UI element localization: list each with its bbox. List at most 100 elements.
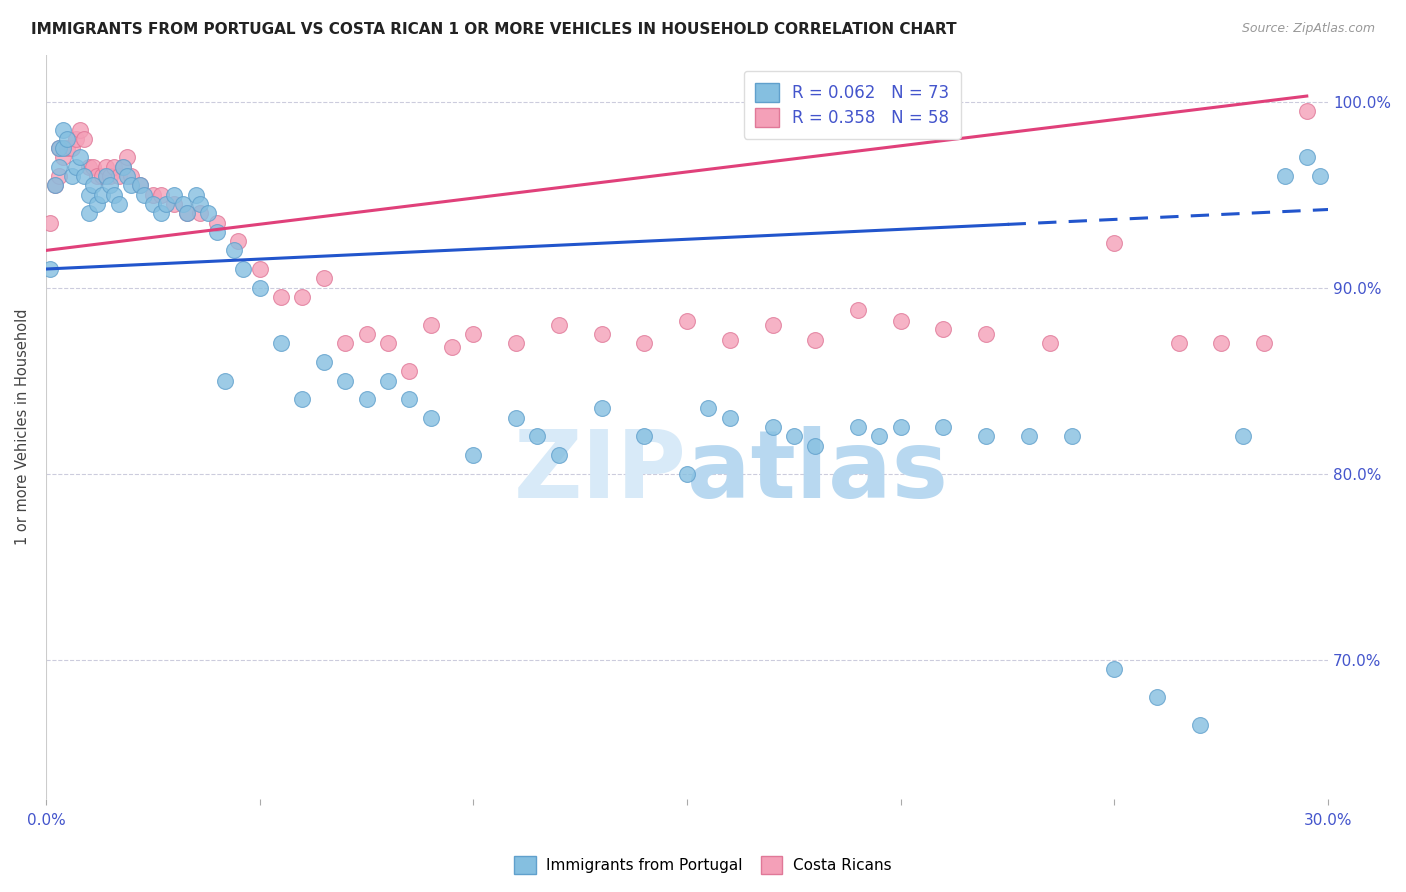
Point	[783, 429, 806, 443]
Point	[463, 327, 485, 342]
Point	[291, 290, 314, 304]
Point	[377, 336, 399, 351]
Point	[1146, 690, 1168, 704]
Point	[94, 169, 117, 183]
Text: IMMIGRANTS FROM PORTUGAL VS COSTA RICAN 1 OR MORE VEHICLES IN HOUSEHOLD CORRELAT: IMMIGRANTS FROM PORTUGAL VS COSTA RICAN …	[31, 22, 956, 37]
Point	[932, 321, 955, 335]
Text: atlas: atlas	[688, 425, 948, 517]
Point	[65, 132, 87, 146]
Point	[505, 410, 527, 425]
Point	[52, 150, 75, 164]
Point	[44, 178, 66, 193]
Point	[1211, 336, 1233, 351]
Point	[846, 302, 869, 317]
Point	[633, 336, 655, 351]
Text: Source: ZipAtlas.com: Source: ZipAtlas.com	[1241, 22, 1375, 36]
Point	[697, 401, 720, 416]
Point	[48, 169, 70, 183]
Point	[974, 327, 997, 342]
Point	[77, 206, 100, 220]
Point	[249, 262, 271, 277]
Legend: Immigrants from Portugal, Costa Ricans: Immigrants from Portugal, Costa Ricans	[508, 850, 898, 880]
Point	[547, 448, 569, 462]
Point	[115, 169, 138, 183]
Point	[1018, 429, 1040, 443]
Point	[804, 333, 827, 347]
Legend: R = 0.062   N = 73, R = 0.358   N = 58: R = 0.062 N = 73, R = 0.358 N = 58	[744, 70, 960, 138]
Point	[1060, 429, 1083, 443]
Point	[39, 262, 62, 277]
Point	[129, 178, 152, 193]
Point	[120, 178, 142, 193]
Point	[419, 318, 441, 332]
Point	[48, 141, 70, 155]
Point	[163, 187, 186, 202]
Point	[932, 420, 955, 434]
Point	[463, 448, 485, 462]
Point	[270, 290, 292, 304]
Point	[69, 122, 91, 136]
Point	[1188, 717, 1211, 731]
Point	[312, 271, 335, 285]
Point	[804, 439, 827, 453]
Point	[176, 206, 198, 220]
Point	[65, 160, 87, 174]
Point	[111, 160, 134, 174]
Point	[591, 327, 613, 342]
Point	[377, 374, 399, 388]
Point	[90, 169, 112, 183]
Point	[60, 141, 83, 155]
Point	[115, 150, 138, 164]
Point	[868, 429, 890, 443]
Point	[505, 336, 527, 351]
Point	[69, 150, 91, 164]
Point	[356, 327, 378, 342]
Point	[398, 392, 420, 407]
Point	[214, 374, 236, 388]
Point	[107, 169, 129, 183]
Point	[90, 187, 112, 202]
Point	[1295, 150, 1317, 164]
Point	[188, 206, 211, 220]
Point	[890, 314, 912, 328]
Point	[98, 178, 121, 193]
Point	[56, 132, 79, 146]
Text: ZIP: ZIP	[515, 425, 688, 517]
Point	[205, 225, 228, 239]
Point	[356, 392, 378, 407]
Point	[312, 355, 335, 369]
Point	[222, 244, 245, 258]
Point	[82, 160, 104, 174]
Point	[142, 187, 165, 202]
Point	[98, 169, 121, 183]
Point	[77, 187, 100, 202]
Point	[52, 122, 75, 136]
Point	[270, 336, 292, 351]
Point	[163, 197, 186, 211]
Point	[120, 169, 142, 183]
Point	[129, 178, 152, 193]
Point	[1295, 103, 1317, 118]
Point	[150, 187, 173, 202]
Point	[60, 169, 83, 183]
Point	[103, 160, 125, 174]
Point	[398, 364, 420, 378]
Point	[150, 206, 173, 220]
Point	[134, 187, 156, 202]
Point	[333, 374, 356, 388]
Point	[291, 392, 314, 407]
Point	[44, 178, 66, 193]
Point	[172, 197, 194, 211]
Point	[1167, 336, 1189, 351]
Point	[86, 169, 108, 183]
Point	[1309, 169, 1331, 183]
Point	[761, 420, 783, 434]
Point	[333, 336, 356, 351]
Point	[39, 215, 62, 229]
Point	[226, 234, 249, 248]
Point	[184, 187, 207, 202]
Point	[73, 132, 96, 146]
Point	[761, 318, 783, 332]
Point	[1104, 662, 1126, 676]
Point	[526, 429, 548, 443]
